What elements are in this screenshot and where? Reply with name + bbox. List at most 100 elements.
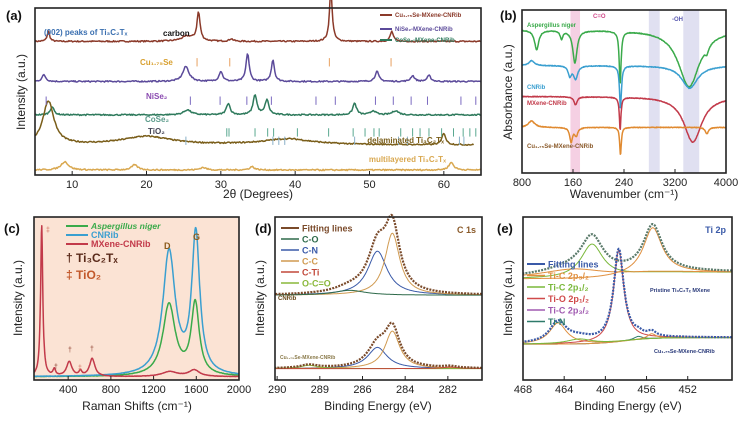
annotation-ti3c2tx-c: † Ti₃C₂Tₓ [66, 251, 118, 265]
legend-label-2: Ti-C 2p₁/₂ [548, 283, 589, 293]
x-axis-label-c: Raman Shifts (cm⁻¹) [82, 399, 192, 413]
series-line-2 [33, 225, 240, 378]
plot-frame [274, 216, 483, 381]
legend-label-aspergillus-c: Aspergillus niger [90, 221, 161, 231]
annotation-multilayered: multilayered Ti₃C₂Tₓ [369, 155, 446, 164]
fitting-line-1 [274, 321, 483, 369]
annotation-cose2: CoSe₂ [145, 115, 169, 124]
legend-label-co-a: CoSe₂-MXene-CNRib [395, 38, 455, 44]
x-tick-label-4: 282 [439, 384, 457, 396]
x-tick-label-1: 160 [564, 177, 582, 189]
x-tick-label-2: 460 [596, 384, 614, 396]
highlight-band-0 [570, 10, 581, 173]
band-label-co: C=O [593, 14, 606, 20]
legend-label-0: Fitting lines [302, 224, 353, 234]
x-tick-label-3: 456 [637, 384, 655, 396]
x-tick-label-1: 800 [102, 384, 120, 396]
legend-label-3: C-C [302, 257, 318, 267]
legend-label-1: Ti-C 2p₃/₂ [548, 271, 589, 281]
sample-label-cu-e: Cu₁.₇₅Se-MXene-CNRib [654, 349, 715, 355]
x-tick-label-3: 1600 [184, 384, 208, 396]
x-tick-label-4: 4000 [714, 177, 738, 189]
x-tick-label-2: 1200 [141, 384, 165, 396]
annotation-g-band: G [193, 232, 200, 242]
annotation-tio2-c: ‡ TiO₂ [66, 268, 101, 282]
annotation-cu175se: Cu₁.₇₅Se [140, 58, 173, 67]
x-axis-label-e: Binding Energy (eV) [574, 399, 681, 413]
marker-tio2-515: ‡ [78, 365, 82, 372]
fit-component-1-4 [522, 337, 733, 345]
x-tick-label-3: 284 [396, 384, 414, 396]
y-axis-label-a: Intensity (a.u.) [14, 54, 28, 130]
legend-label-cu-a: Cu₁.₇₅Se-MXene-CNRib [395, 13, 462, 19]
legend-label-3: Ti-O 2p₁/₂ [548, 294, 589, 304]
series-line-3 [521, 120, 727, 155]
series-label-cu-b: Cu₁.₇₅Se-MXene-CNRib [527, 144, 594, 150]
legend-label-0: Fitting lines [548, 260, 599, 270]
fitting-line-0 [274, 213, 483, 296]
legend-label-cnrib-c: CNRib [91, 230, 119, 240]
x-tick-label-0: 800 [513, 177, 531, 189]
legend-label-1: C-O [302, 235, 319, 245]
fit-component-1-3 [274, 366, 483, 370]
annotation-carbon: carbon [163, 29, 190, 38]
series-line-1 [35, 53, 482, 83]
plot-frame [34, 7, 482, 176]
x-axis-label-b: Wavenumber (cm⁻¹) [570, 187, 679, 201]
annotation-d-band: D [164, 241, 171, 251]
x-tick-label-1: 464 [555, 384, 573, 396]
x-tick-label-5: 60 [438, 179, 450, 191]
marker-ti3c2tx-625: † [90, 346, 94, 353]
y-axis-label-b: Absorbance (a.u.) [501, 44, 515, 139]
series-label-aspergillus-b: Aspergillus niger [527, 23, 577, 29]
series-line-1 [521, 59, 727, 109]
legend-label-5: Ti-N [548, 317, 565, 327]
legend-label-mxene-c: MXene-CNRib [91, 239, 151, 249]
x-axis-label-d: Binding Energy (eV) [324, 399, 431, 413]
marker-ti3c2tx-270: † [54, 364, 58, 371]
fit-component-0-2 [274, 289, 483, 296]
x-tick-label-4: 452 [679, 384, 697, 396]
x-tick-label-3: 3200 [663, 177, 687, 189]
legend-label-4: Ti-C 2p₃/₂ [548, 306, 589, 316]
x-tick-label-2: 240 [615, 177, 633, 189]
panel-a: 10 20 30 40 50 60 [34, 0, 482, 191]
x-tick-label-2: 30 [215, 179, 227, 191]
annotation-nise2: NiSe₂ [146, 92, 168, 101]
x-tick-label-2: 286 [353, 384, 371, 396]
highlight-band-1 [648, 10, 660, 173]
highlight-band-2 [683, 10, 700, 173]
band-label-oh: -OH [672, 17, 683, 23]
x-axis-label-a: 2θ (Degrees) [223, 187, 293, 201]
x-tick-label-0: 290 [268, 384, 286, 396]
series-line-0 [521, 29, 727, 88]
panel-label-d: (d) [255, 221, 272, 236]
legend-label-2: C-N [302, 246, 318, 256]
legend-label-5: O-C=O [302, 279, 331, 289]
y-axis-label-c: Intensity (a.u.) [11, 260, 25, 336]
x-tick-label-1: 289 [311, 384, 329, 396]
series-line-2 [34, 94, 482, 117]
sample-label-pristine-e: Pristine Ti₃C₂Tₓ MXene [650, 288, 710, 294]
fit-component-0-1 [522, 227, 733, 280]
panel-e: 468 464 460 456 452 [514, 216, 733, 396]
plot-frame [33, 216, 240, 381]
series-line-3 [34, 100, 475, 146]
x-tick-label-4: 50 [363, 179, 375, 191]
annotation-tio2: TiO₂ [148, 127, 165, 136]
y-axis-label-d: Intensity (a.u.) [253, 260, 267, 336]
x-tick-label-4: 2000 [227, 384, 251, 396]
series-label-mxene-b: MXene-CNRib [527, 101, 567, 107]
series-line-1 [33, 226, 240, 378]
x-tick-label-0: 400 [59, 384, 77, 396]
y-axis-label-e: Intensity (a.u.) [501, 260, 515, 336]
series-line-4 [34, 160, 482, 172]
title-c1s: C 1s [457, 225, 476, 235]
series-line-2 [521, 95, 727, 144]
title-ti2p: Ti 2p [705, 225, 726, 235]
marker-tio2-152: ‡ [46, 227, 50, 234]
x-tick-label-3: 40 [289, 179, 301, 191]
fit-component-0-2 [522, 268, 733, 276]
sample-label-cnrib-d: CNRib [278, 296, 297, 302]
